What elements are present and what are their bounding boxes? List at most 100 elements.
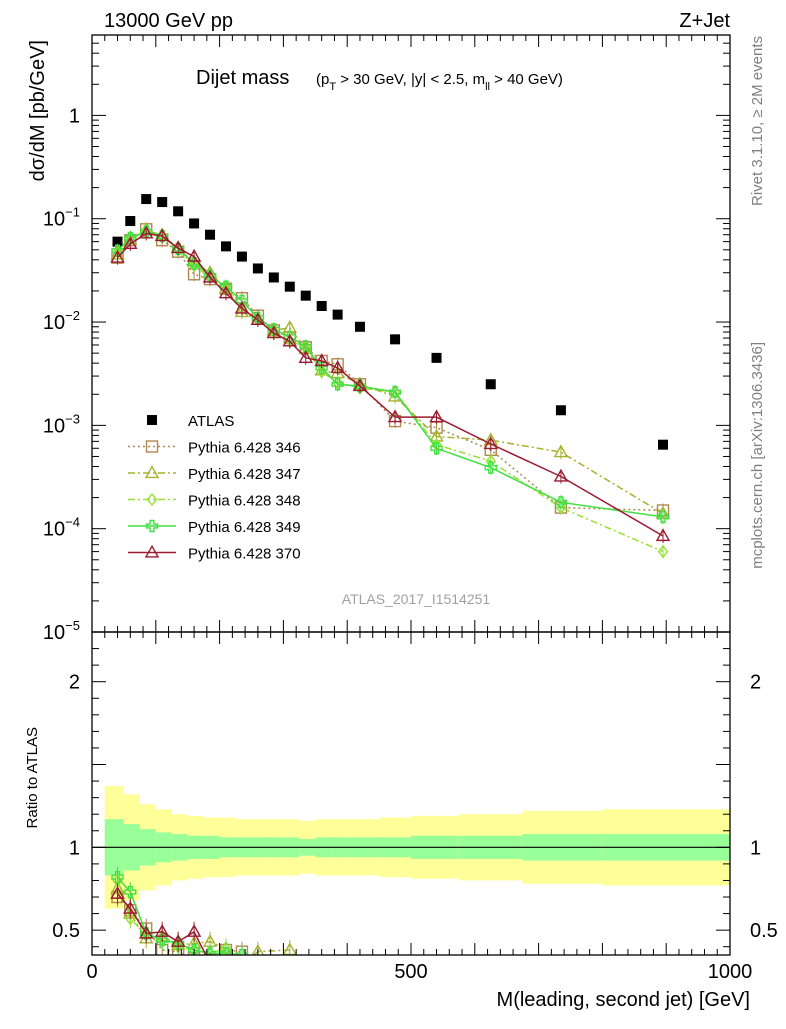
ratio-plot-frame	[91, 631, 731, 956]
legend: ATLAS Pythia 6.428 346 Pythia 6.428 347 Pyt…	[128, 413, 301, 563]
legend-marker-4	[145, 519, 159, 533]
legend-entry-1: Pythia 6.428 346	[128, 440, 301, 457]
legend-entry-4: Pythia 6.428 349	[128, 519, 301, 536]
legend-label-4: Pythia 6.428 349	[188, 519, 301, 536]
main-marker-0-19	[555, 405, 566, 416]
main-marker-3-5	[188, 259, 200, 273]
main-y-tick-base-3: 10	[43, 312, 65, 334]
main-marker-5-14	[330, 360, 345, 373]
subtitle-pt-subscript: T	[329, 81, 336, 93]
legend-label-3: Pythia 6.428 348	[188, 493, 301, 510]
main-marker-4-4	[171, 242, 185, 256]
main-marker-0-15	[354, 321, 365, 332]
main-marker-0-3	[157, 197, 168, 208]
main-marker-4-17	[430, 442, 443, 455]
main-marker-0-0	[112, 236, 123, 247]
analysis-watermark: ATLAS_2017_I1514251	[342, 591, 491, 607]
ratio-marker-1-9	[251, 943, 265, 955]
main-marker-0-13	[316, 300, 327, 311]
legend-marker-0	[147, 415, 157, 425]
main-marker-0-4	[173, 206, 184, 217]
main-y-tick-label-1: 10−4	[43, 515, 80, 541]
main-marker-5-6	[202, 269, 218, 283]
legend-label-5: Pythia 6.428 370	[188, 546, 301, 563]
ratio-marker-3-5	[187, 943, 201, 955]
main-y-tick-exponent-2: −3	[65, 411, 80, 426]
main-marker-3-20	[657, 544, 669, 559]
main-marker-0-7	[220, 241, 231, 252]
mcplots-reference-label: mcplots.cern.ch [arXiv:1306.3436]	[749, 342, 766, 569]
main-marker-5-20	[655, 528, 671, 542]
main-marker-5-16	[387, 409, 403, 423]
ratio-marker-4-1	[123, 900, 138, 914]
header-collision-label: 13000 GeV pp	[104, 10, 233, 32]
main-plot-frame	[91, 34, 731, 633]
ratio-marker-4-4	[170, 933, 186, 947]
main-marker-4-14	[331, 378, 344, 391]
subtitle-ll-subscript: ll	[485, 81, 490, 93]
ratio-marker-2-1	[124, 911, 136, 926]
rivet-version-label: Rivet 3.1.10, ≥ 2M events	[749, 36, 766, 206]
ratio-marker-4-0	[110, 885, 125, 899]
main-marker-4-7	[219, 280, 233, 293]
main-series-0	[112, 194, 669, 450]
ratio-marker-4-6	[204, 957, 216, 968]
main-marker-4-19	[554, 496, 568, 509]
main-y-tick-exponent-3: −2	[65, 308, 80, 323]
ratio-marker-0-6	[203, 953, 217, 955]
x-tick-label-500: 500	[394, 961, 427, 983]
ratio-marker-3-3	[155, 933, 169, 947]
legend-entry-5: Pythia 6.428 370	[128, 544, 301, 563]
ratio-y-tick-label-right-2: 2	[750, 672, 761, 694]
main-marker-0-17	[431, 352, 442, 363]
main-marker-5-8	[234, 300, 250, 314]
chart-title: Dijet mass	[196, 67, 289, 89]
legend-entry-3: Pythia 6.428 348	[128, 493, 301, 510]
legend-label-1: Pythia 6.428 346	[188, 440, 301, 457]
main-marker-0-9	[252, 263, 263, 274]
ratio-marker-1-8	[236, 959, 248, 970]
main-y-tick-label-5: 1	[69, 105, 80, 127]
legend-marker-5	[144, 544, 160, 558]
legend-marker-1	[145, 440, 159, 453]
main-marker-5-18	[483, 436, 498, 450]
x-tick-label-1000: 1000	[708, 961, 753, 983]
subtitle-open: (p	[316, 71, 329, 88]
main-marker-5-0	[110, 249, 125, 263]
main-marker-0-6	[205, 229, 216, 240]
y-axis-label-main: dσ/dM [pb/GeV]	[27, 40, 49, 181]
main-marker-4-18	[484, 461, 497, 474]
main-y-tick-label-0: 10−5	[43, 618, 80, 644]
chart-subtitle: (pT > 30 GeV, |y| < 2.5, mll > 40 GeV)	[316, 71, 563, 93]
main-marker-4-11	[283, 330, 296, 343]
main-y-tick-exponent-1: −4	[65, 515, 80, 530]
main-marker-5-12	[298, 350, 313, 363]
ratio-y-tick-label-left-2: 2	[69, 672, 80, 694]
main-marker-4-20	[656, 510, 670, 524]
legend-label-0: ATLAS	[188, 413, 234, 430]
main-y-tick-base-1: 10	[43, 519, 65, 541]
ratio-marker-4-2	[138, 925, 154, 939]
main-marker-0-11	[284, 281, 295, 292]
main-y-tick-exponent-0: −5	[65, 618, 80, 633]
legend-marker-2	[144, 465, 160, 479]
main-y-tick-label-4: 10−1	[43, 205, 80, 231]
ratio-marker-4-5	[186, 924, 202, 937]
main-marker-5-19	[553, 468, 569, 482]
ratio-marker-3-8	[235, 948, 249, 955]
main-marker-5-9	[250, 312, 266, 325]
main-marker-5-10	[266, 325, 282, 339]
main-marker-5-3	[154, 228, 170, 242]
ratio-marker-3-4	[171, 937, 185, 950]
main-marker-5-15	[352, 378, 368, 392]
legend-marker-3	[146, 492, 158, 507]
main-series-5	[110, 225, 671, 543]
main-marker-3-19	[555, 500, 567, 515]
main-marker-5-11	[282, 333, 298, 347]
ratio-marker-3-0	[111, 870, 124, 884]
main-y-tick-label-3: 10−2	[43, 308, 80, 334]
x-tick-label-0: 0	[86, 961, 97, 983]
main-marker-0-14	[332, 309, 343, 320]
